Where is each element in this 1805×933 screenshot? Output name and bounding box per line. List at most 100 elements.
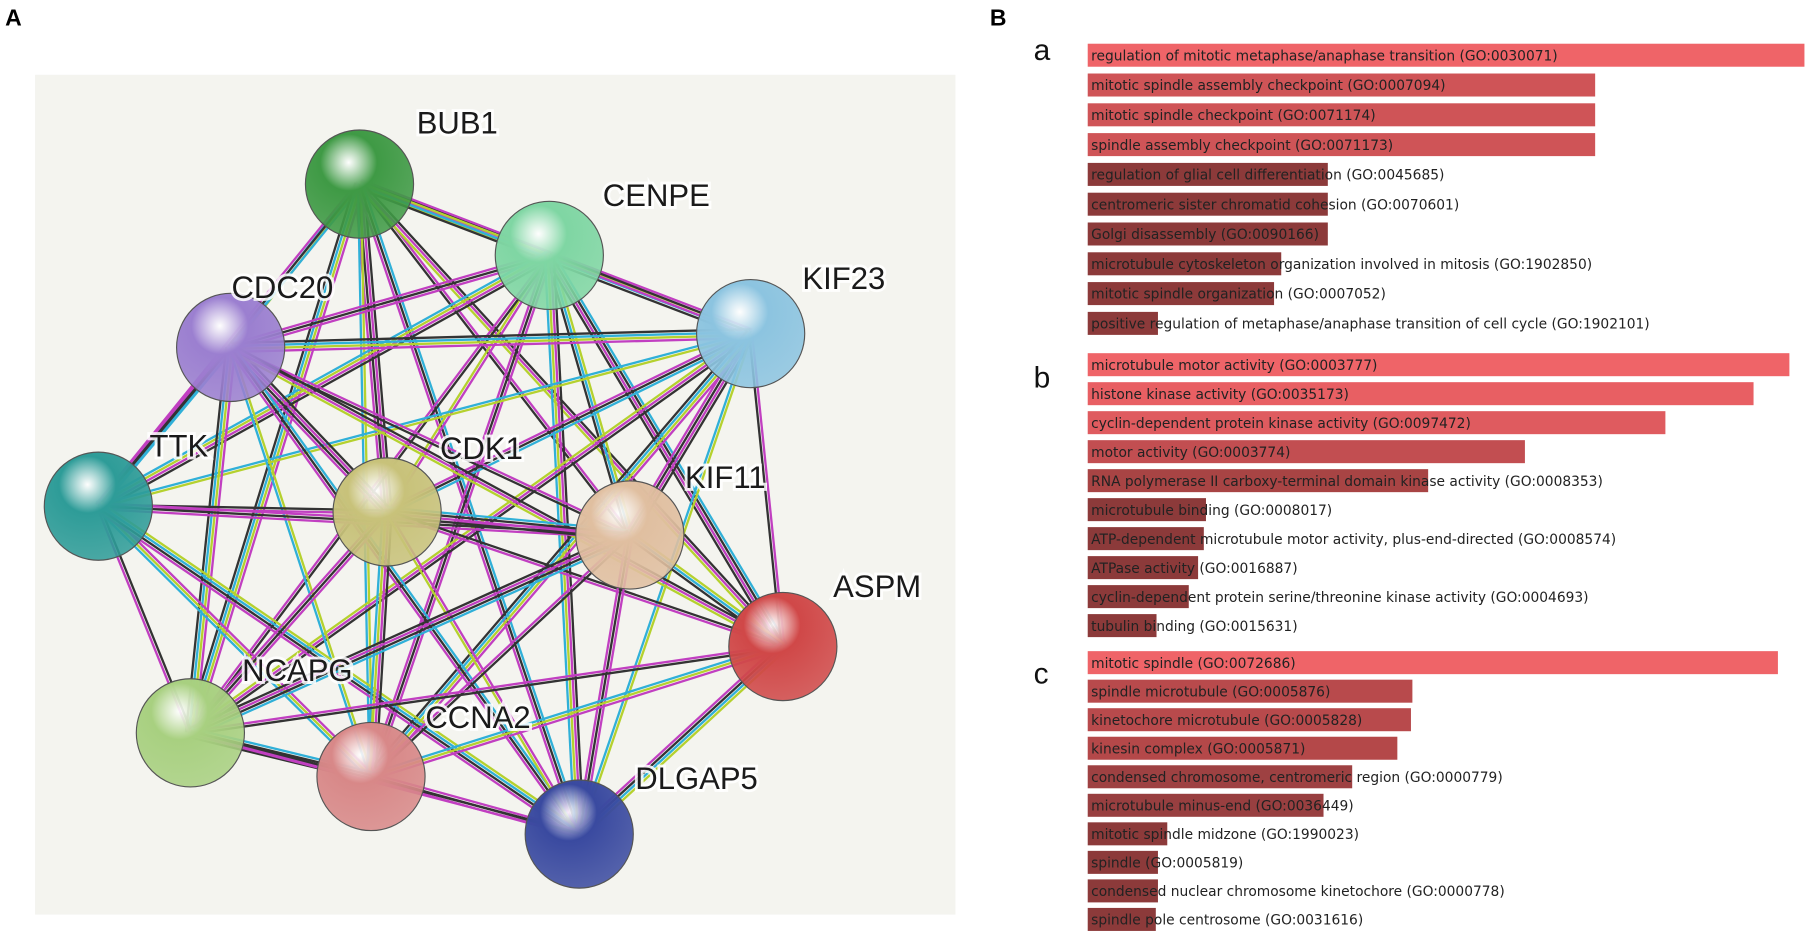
bar-label: condensed chromosome, centromeric region… (1091, 770, 1503, 786)
edge (99, 258, 553, 512)
edge (358, 183, 784, 648)
bar-label: spindle (GO:0005819) (1091, 856, 1243, 872)
node-label: ASPM (833, 569, 921, 604)
nodes: BUB1 CENPE KIF23 CDC20 TTK CDK1 KIF11 ASPM NCAPG… (43, 103, 924, 889)
edge (98, 504, 581, 834)
bar-label: Golgi disassembly (GO:0090166) (1091, 227, 1319, 243)
bar-label: RNA polymerase II carboxy-terminal domai… (1091, 474, 1603, 490)
edge (98, 255, 551, 509)
bar-label: condensed nuclear chromosome kinetochore… (1091, 884, 1505, 900)
bar (1087, 498, 1206, 522)
edge (187, 330, 750, 732)
bar (1087, 382, 1754, 406)
bar (1087, 73, 1596, 97)
edge (230, 336, 751, 354)
edge (95, 508, 578, 839)
bar (1087, 162, 1328, 186)
node (135, 678, 246, 788)
edge (368, 331, 751, 777)
edge (191, 335, 754, 737)
bar (1087, 679, 1413, 703)
bar (1087, 411, 1666, 435)
edge (189, 332, 752, 734)
edge (193, 347, 237, 734)
node-label: CCNA2 (425, 700, 530, 735)
node-label: KIF11 (685, 460, 766, 495)
bar (1087, 103, 1596, 127)
bar-label: regulation of mitotic metaphase/anaphase… (1091, 48, 1558, 64)
edge (230, 346, 784, 648)
bar (1087, 822, 1168, 846)
bar-label: kinesin complex (GO:0005871) (1091, 741, 1305, 757)
edge (228, 349, 782, 651)
edge (369, 533, 630, 777)
edge (97, 253, 550, 506)
bar (1087, 353, 1790, 377)
node (575, 480, 685, 590)
bar-label: mitotic spindle assembly checkpoint (GO:… (1091, 78, 1445, 94)
panel-label: B (990, 4, 1007, 30)
edge (229, 251, 549, 346)
bar (1087, 469, 1429, 493)
edge (360, 181, 786, 646)
edge (97, 505, 372, 778)
edge (190, 184, 363, 734)
bar (1087, 850, 1158, 874)
edge (190, 535, 631, 736)
bar-label: microtubule binding (GO:0008017) (1091, 503, 1332, 519)
edge (191, 537, 633, 738)
bar-label: spindle microtubule (GO:0005876) (1091, 684, 1330, 700)
edge (371, 333, 753, 779)
node-label: NCAPG (242, 653, 352, 688)
bar-label: spindle pole centrosome (GO:0031616) (1091, 913, 1363, 929)
bar-charts: a regulation of mitotic metaphase/anaphas… (1034, 34, 1805, 931)
node (695, 278, 806, 389)
edge (95, 250, 548, 504)
bar (1087, 765, 1353, 789)
bar-label: ATP-dependent microtubule motor activity… (1091, 532, 1616, 548)
bar-label: cyclin-dependent protein kinase activity… (1091, 416, 1471, 432)
edge (231, 257, 551, 352)
bar-label: mitotic spindle checkpoint (GO:0071174) (1091, 108, 1375, 124)
edge (371, 535, 632, 779)
edge (229, 346, 581, 835)
edge (369, 642, 783, 775)
panel-label: A (5, 4, 22, 30)
edge (549, 254, 786, 647)
edge (543, 255, 576, 835)
edge (231, 343, 785, 645)
edge (189, 532, 630, 733)
edge (356, 185, 782, 650)
subpanel-label: b (1034, 362, 1051, 395)
edge (387, 335, 753, 516)
edge (230, 330, 751, 348)
bar (1087, 614, 1157, 638)
edge (95, 507, 370, 780)
node (316, 721, 426, 832)
node (494, 200, 604, 311)
bar (1087, 222, 1328, 246)
bar (1087, 793, 1324, 817)
bar-label: mitotic spindle organization (GO:0007052… (1091, 287, 1386, 303)
bar (1087, 43, 1805, 67)
edge (227, 348, 578, 837)
edge (230, 345, 631, 535)
edge (357, 184, 630, 537)
bar (1087, 879, 1158, 903)
node-label: DLGAP5 (635, 761, 758, 796)
node-label: KIF23 (802, 261, 885, 296)
edge (98, 333, 752, 509)
edge (99, 503, 374, 776)
edge (190, 643, 783, 733)
bar (1087, 708, 1411, 732)
bar-label: positive regulation of metaphase/anaphas… (1091, 317, 1650, 333)
bar (1087, 133, 1596, 157)
edge (549, 255, 582, 835)
bar (1087, 585, 1189, 609)
edge (385, 329, 750, 511)
node (176, 292, 286, 403)
node-label: BUB1 (417, 105, 498, 140)
edge (552, 252, 788, 645)
edge (230, 346, 374, 777)
